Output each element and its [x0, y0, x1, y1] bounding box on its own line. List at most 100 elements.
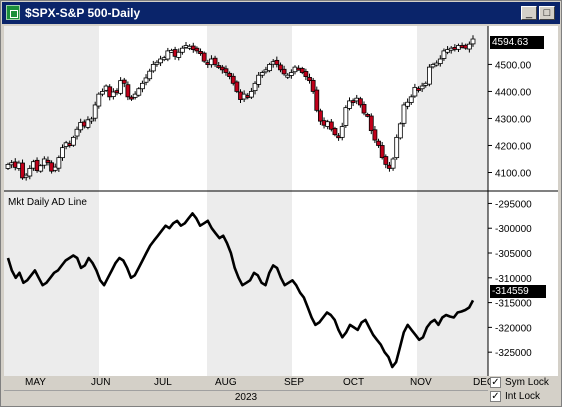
candle-body — [96, 93, 102, 107]
candle-body — [299, 68, 305, 73]
ad-line-series — [6, 212, 475, 369]
month-band — [207, 26, 292, 376]
candle-body — [190, 45, 196, 50]
candle-body — [89, 118, 94, 122]
ad-tick-label: -305000 — [495, 249, 532, 260]
price-tick-label: 4300.00 — [495, 114, 532, 125]
candle-body — [147, 70, 153, 80]
sym-lock-checkbox[interactable]: ✓ Sym Lock — [490, 377, 560, 390]
app-icon — [6, 5, 20, 20]
candle-body — [281, 68, 287, 75]
candle-body — [434, 62, 440, 66]
candle-body — [368, 115, 374, 132]
candle-body — [60, 147, 65, 159]
indicator-title: Mkt Daily AD Line — [8, 197, 87, 208]
candle-body — [179, 47, 185, 53]
candle-body — [125, 84, 131, 98]
window-title: $SPX-S&P 500-Daily — [25, 6, 141, 20]
candle-body — [441, 50, 447, 59]
candle-body — [437, 58, 443, 65]
price-tick-label: 4200.00 — [495, 141, 532, 152]
ad-tick-label: -315000 — [495, 299, 532, 310]
ad-tick-label: -320000 — [495, 323, 532, 334]
month-band — [4, 26, 99, 376]
month-label-oct: OCT — [343, 377, 365, 388]
candle-body — [136, 88, 142, 96]
candle-body — [212, 57, 218, 65]
candle-body — [216, 65, 222, 68]
candle-body — [318, 110, 323, 122]
candle-body — [201, 52, 207, 62]
candle-body — [405, 101, 411, 107]
candle-body — [158, 58, 163, 64]
candle-body — [274, 59, 280, 65]
month-label-dec: DEC — [473, 377, 495, 388]
candle-body — [288, 72, 294, 76]
price-tick-label: 4400.00 — [495, 87, 532, 98]
candle-body — [176, 51, 182, 58]
candle-body — [310, 79, 316, 92]
candle-body — [230, 75, 236, 84]
sym-lock-label: Sym Lock — [505, 377, 549, 388]
candle-body — [194, 47, 200, 52]
candle-body — [379, 145, 385, 159]
candle-body — [350, 100, 356, 104]
candle-body — [85, 119, 91, 128]
candle-body — [285, 74, 291, 78]
price-and-indicator-chart[interactable]: 4500.00 4400.00 4300.00 4200.00 4100.00 -2950… — [4, 26, 558, 376]
candle-body — [339, 126, 345, 138]
int-lock-checkbox[interactable]: ✓ Int Lock — [490, 391, 560, 404]
candle-body — [129, 96, 134, 100]
sym-lock-check-icon[interactable]: ✓ — [490, 377, 501, 388]
date-axis: MAY JUN JUL AUG SEP OCT NOV DEC — [4, 376, 494, 390]
month-label-jul: JUL — [154, 377, 172, 388]
candle-body — [427, 66, 432, 85]
year-label: 2023 — [234, 392, 258, 403]
candle-body — [198, 51, 203, 55]
candle-body — [92, 104, 98, 119]
candle-body — [347, 100, 352, 109]
candle-body — [278, 64, 283, 71]
candle-body — [74, 128, 80, 137]
month-label-sep: SEP — [284, 377, 305, 388]
candle-body — [401, 104, 407, 124]
ad-tick-label: -300000 — [495, 224, 532, 235]
chart-area[interactable]: 4500.00 4400.00 4300.00 4200.00 4100.00 -2950… — [4, 26, 558, 376]
price-tick-label: 4100.00 — [495, 168, 532, 179]
candle-body — [132, 93, 138, 98]
candle-body — [252, 82, 258, 92]
candle-body — [332, 128, 338, 136]
candle-body — [416, 88, 421, 91]
candle-body — [45, 159, 51, 163]
candle-body — [430, 64, 436, 68]
int-lock-label: Int Lock — [505, 391, 541, 402]
candle-body — [372, 129, 378, 141]
ad-tick-label: -295000 — [495, 199, 532, 210]
candle-body — [20, 162, 25, 179]
candle-body — [303, 71, 309, 77]
candle-body — [223, 68, 229, 73]
minimize-button[interactable]: _ — [521, 6, 537, 20]
candle-body — [466, 43, 472, 50]
candle-body — [383, 156, 389, 165]
candle-body — [110, 91, 116, 97]
price-tick-label: 4500.00 — [495, 60, 532, 71]
candle-body — [38, 165, 44, 172]
candle-body — [27, 168, 33, 177]
candle-body — [70, 136, 76, 146]
candle-body — [343, 107, 349, 126]
candle-body — [397, 123, 403, 139]
candle-body — [419, 85, 425, 90]
maximize-button[interactable]: □ — [539, 6, 555, 20]
title-bar[interactable]: $SPX-S&P 500-Daily _ □ × — [2, 2, 560, 24]
int-lock-check-icon[interactable]: ✓ — [490, 391, 501, 402]
ad-tick-label: -310000 — [495, 274, 532, 285]
candle-body — [118, 80, 124, 94]
month-label-aug: AUG — [215, 377, 237, 388]
candle-body — [56, 157, 62, 169]
candle-body — [394, 136, 400, 159]
candle-body — [328, 121, 334, 130]
month-label-nov: NOV — [410, 377, 432, 388]
ad-tick-label: -325000 — [495, 348, 532, 359]
